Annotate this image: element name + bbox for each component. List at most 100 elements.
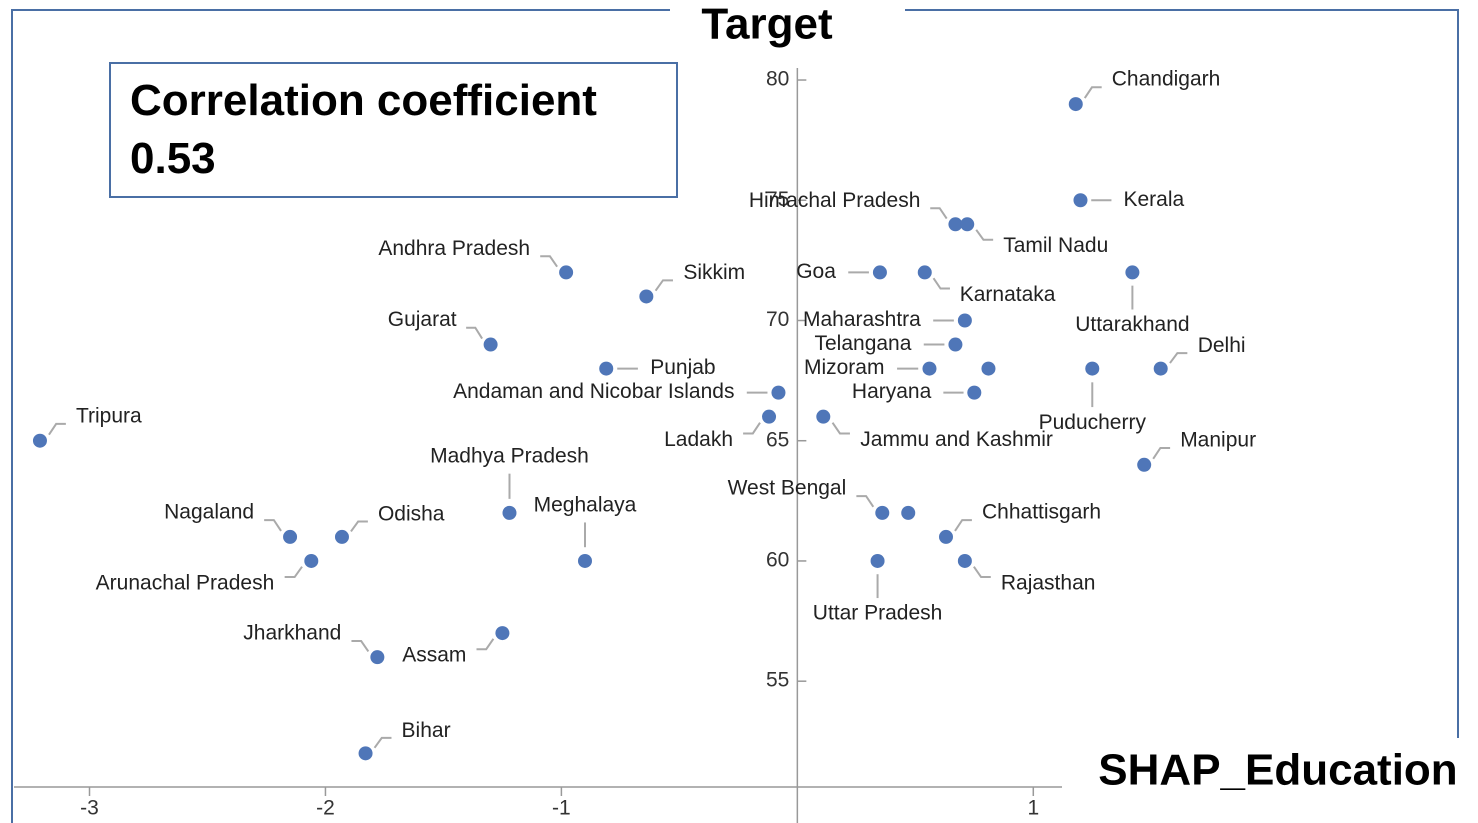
point-label: Punjab <box>650 356 715 379</box>
point-label: Chandigarh <box>1112 68 1221 91</box>
point <box>599 361 614 376</box>
point-label: Ladakh <box>664 428 733 451</box>
point-label: Uttarakhand <box>1075 313 1189 336</box>
point <box>901 505 916 520</box>
point <box>917 265 932 280</box>
point <box>957 553 972 568</box>
point-label: Telangana <box>815 332 912 355</box>
leader-line <box>48 422 66 436</box>
leader-line <box>373 736 392 749</box>
point-label: Manipur <box>1180 428 1256 451</box>
point <box>762 409 777 424</box>
leader-line <box>476 638 495 651</box>
y-tick-label: 60 <box>766 549 789 572</box>
y-tick-label: 75 <box>766 188 789 211</box>
annotation: Correlation coefficient <box>130 76 597 125</box>
point-label: Puducherry <box>1039 411 1147 434</box>
point <box>1085 361 1100 376</box>
leader-line <box>540 255 558 268</box>
point <box>1073 193 1088 208</box>
point-label: Tamil Nadu <box>1003 234 1108 257</box>
xlabel-bg <box>1062 738 1478 823</box>
leader-line <box>856 495 875 508</box>
point-label: Andhra Pradesh <box>378 237 530 260</box>
point-label: Madhya Pradesh <box>430 444 589 467</box>
point <box>370 650 385 665</box>
point-label: Gujarat <box>388 308 457 331</box>
point-label: Nagaland <box>164 500 254 523</box>
point-label: Mizoram <box>804 356 885 379</box>
leader-line <box>954 519 972 532</box>
point-label: Meghalaya <box>534 494 637 517</box>
leader-line <box>284 566 303 579</box>
leader-line <box>743 422 761 435</box>
point <box>1125 265 1140 280</box>
point <box>577 553 592 568</box>
point <box>948 337 963 352</box>
annotation-box <box>109 62 678 198</box>
title-bg <box>670 0 905 50</box>
point <box>495 626 510 641</box>
y-tick-label: 55 <box>766 669 789 692</box>
plot: -3 -2 -1 1 55 60 65 70 75 80 Chandigarh Kerala Himac… <box>14 68 1458 823</box>
leader-line <box>350 520 368 533</box>
point-label: Tripura <box>76 404 142 427</box>
leader-line <box>1083 86 1102 99</box>
point-label: Bihar <box>402 719 451 742</box>
point-label: Maharashtra <box>803 308 921 331</box>
point <box>960 217 975 232</box>
point <box>872 265 887 280</box>
point <box>559 265 574 280</box>
leader-line <box>930 207 948 220</box>
leader-line <box>932 277 950 290</box>
point <box>32 433 47 448</box>
point-label: Jammu and Kashmir <box>860 428 1053 451</box>
point-label: Himachal Pradesh <box>749 189 921 212</box>
y-tick-label: 65 <box>766 428 789 451</box>
point-label: Assam <box>402 644 466 667</box>
y-tick-label: 80 <box>766 68 789 91</box>
point-label: Uttar Pradesh <box>813 602 943 625</box>
point <box>304 553 319 568</box>
point <box>875 505 890 520</box>
point <box>957 313 972 328</box>
point-label: Delhi <box>1198 334 1246 357</box>
leader-line <box>264 519 282 532</box>
leader-line <box>831 422 850 435</box>
point-label: Sikkim <box>683 261 745 284</box>
point <box>334 529 349 544</box>
x-tick-label: -3 <box>80 797 99 820</box>
point-label: Jharkhand <box>243 622 341 645</box>
x-tick-label: -2 <box>316 797 335 820</box>
y-tick-label: 70 <box>766 308 789 331</box>
point <box>948 217 963 232</box>
x-tick-label: -1 <box>552 797 571 820</box>
point <box>967 385 982 400</box>
point-label: Arunachal Pradesh <box>96 572 275 595</box>
annotation: 0.53 <box>130 134 216 183</box>
point <box>1137 457 1152 472</box>
point <box>1153 361 1168 376</box>
point <box>981 361 996 376</box>
point <box>771 385 786 400</box>
point-label: Haryana <box>852 380 932 403</box>
point <box>938 529 953 544</box>
point <box>639 289 654 304</box>
point-label: Goa <box>796 260 836 283</box>
point <box>502 505 517 520</box>
point-label: Rajasthan <box>1001 572 1096 595</box>
x-axis-label: SHAP_Education <box>1098 746 1457 795</box>
x-tick-label: 1 <box>1027 797 1039 820</box>
point-label: Andaman and Nicobar Islands <box>453 380 734 403</box>
point <box>922 361 937 376</box>
point-label: Odisha <box>378 502 445 525</box>
point <box>1068 97 1083 112</box>
leader-line <box>973 566 991 579</box>
point-label: Chhattisgarh <box>982 500 1101 523</box>
point <box>283 529 298 544</box>
leader-line <box>1169 352 1188 364</box>
leader-line <box>1152 446 1171 460</box>
leader-line <box>466 326 483 340</box>
point <box>358 746 373 761</box>
